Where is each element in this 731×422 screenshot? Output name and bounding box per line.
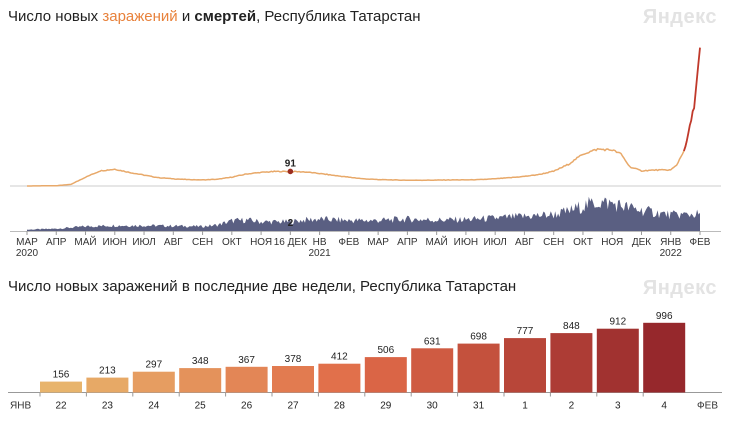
bar-value-label: 912 bbox=[609, 317, 626, 328]
month-tick-label: ОКТ bbox=[573, 237, 593, 248]
bar bbox=[504, 338, 546, 393]
month-tick-label: НВ bbox=[313, 237, 327, 248]
month-tick-label: ЯНВ bbox=[660, 237, 681, 248]
title-part-prefix: Число новых bbox=[8, 8, 103, 25]
bar-value-label: 506 bbox=[377, 345, 394, 356]
bar-value-label: 412 bbox=[331, 352, 348, 363]
cases-line bbox=[27, 140, 688, 187]
bar-value-label: 378 bbox=[285, 354, 302, 365]
axis-end-month: ФЕВ bbox=[697, 401, 718, 412]
bar bbox=[550, 333, 593, 393]
title-part-region: , Республика Татарстан bbox=[256, 8, 421, 25]
bar bbox=[457, 343, 500, 393]
bar-value-label: 631 bbox=[424, 336, 441, 347]
highlight-dot bbox=[287, 168, 294, 175]
bar bbox=[596, 328, 639, 393]
month-tick-label: АВГ bbox=[515, 237, 534, 248]
day-tick-label: 25 bbox=[195, 401, 207, 412]
day-tick-label: 31 bbox=[473, 401, 485, 412]
day-tick-label: 24 bbox=[148, 401, 160, 412]
yandex-logo: Яндекс bbox=[642, 6, 717, 28]
bar bbox=[225, 366, 268, 393]
bar-value-label: 698 bbox=[470, 332, 487, 343]
year-tick-label: 2021 bbox=[308, 248, 331, 259]
day-tick-label: 3 bbox=[615, 401, 621, 412]
bar bbox=[272, 366, 314, 393]
month-tick-label: МАЙ bbox=[426, 235, 448, 248]
month-tick-label: СЕН bbox=[543, 237, 564, 248]
month-tick-label: ФЕВ bbox=[338, 237, 359, 248]
month-tick-label: АПР bbox=[397, 237, 418, 248]
month-tick-label: ИЮЛ bbox=[483, 237, 506, 248]
month-tick-label: ДЕК bbox=[632, 237, 651, 248]
day-tick-label: 27 bbox=[287, 401, 299, 412]
bar-value-label: 996 bbox=[656, 311, 673, 322]
month-tick-label: МАЙ bbox=[74, 235, 96, 248]
chart-title-two-weeks: Число новых заражений в последние две не… bbox=[8, 278, 517, 295]
bar bbox=[132, 371, 175, 393]
bar-value-label: 213 bbox=[99, 366, 116, 377]
day-tick-label: 22 bbox=[55, 401, 67, 412]
chart-title-cases-deaths: Число новых заражений и смертей, Республ… bbox=[8, 8, 421, 25]
month-tick-label: ИЮЛ bbox=[132, 237, 155, 248]
two-weeks-bar-chart: 1562221323297243482536726378274122850629… bbox=[8, 311, 722, 412]
bar bbox=[643, 322, 686, 393]
month-tick-label: ОКТ bbox=[222, 237, 242, 248]
axis-start-month: ЯНВ bbox=[10, 401, 31, 412]
title-part-cases: заражений bbox=[102, 8, 178, 25]
year-tick-label: 2022 bbox=[660, 248, 683, 259]
bar bbox=[40, 381, 82, 393]
highlight-cases-label: 91 bbox=[285, 158, 297, 169]
bar-value-label: 297 bbox=[145, 360, 162, 371]
month-tick-label: МАР bbox=[367, 237, 389, 248]
day-tick-label: 26 bbox=[241, 401, 253, 412]
bar-value-label: 848 bbox=[563, 321, 580, 332]
bar bbox=[86, 377, 129, 393]
title-part-deaths: смертей bbox=[194, 8, 257, 25]
day-tick-label: 4 bbox=[661, 401, 667, 412]
day-tick-label: 1 bbox=[522, 401, 528, 412]
bar-value-label: 777 bbox=[517, 326, 534, 337]
month-tick-label: ФЕВ bbox=[690, 237, 711, 248]
bar bbox=[364, 357, 407, 393]
day-tick-label: 23 bbox=[102, 401, 114, 412]
bar-value-label: 348 bbox=[192, 356, 209, 367]
month-tick-label: ИЮН bbox=[454, 237, 479, 248]
highlight-deaths-label: 2 bbox=[288, 218, 294, 229]
deaths-area bbox=[27, 196, 700, 231]
month-tick-label: 16 ДЕК bbox=[274, 237, 307, 248]
day-tick-label: 29 bbox=[380, 401, 392, 412]
day-tick-label: 2 bbox=[569, 401, 575, 412]
month-tick-label: АВГ bbox=[164, 237, 183, 248]
month-tick-label: МАР bbox=[16, 237, 38, 248]
month-tick-label: НОЯ bbox=[250, 237, 272, 248]
month-tick-label: НОЯ bbox=[601, 237, 623, 248]
month-tick-label: АПР bbox=[46, 237, 67, 248]
month-tick-label: СЕН bbox=[192, 237, 213, 248]
bar bbox=[411, 348, 454, 393]
bar-value-label: 367 bbox=[238, 355, 255, 366]
bar bbox=[179, 368, 222, 393]
day-tick-label: 30 bbox=[427, 401, 439, 412]
day-tick-label: 28 bbox=[334, 401, 346, 412]
year-tick-label: 2020 bbox=[16, 248, 39, 259]
bar-value-label: 156 bbox=[53, 370, 70, 381]
title-part-and: и bbox=[177, 8, 195, 25]
bar bbox=[318, 363, 361, 393]
month-tick-label: ИЮН bbox=[103, 237, 128, 248]
yandex-logo-2: Яндекс bbox=[642, 277, 717, 299]
cases-line-recent bbox=[683, 47, 701, 152]
